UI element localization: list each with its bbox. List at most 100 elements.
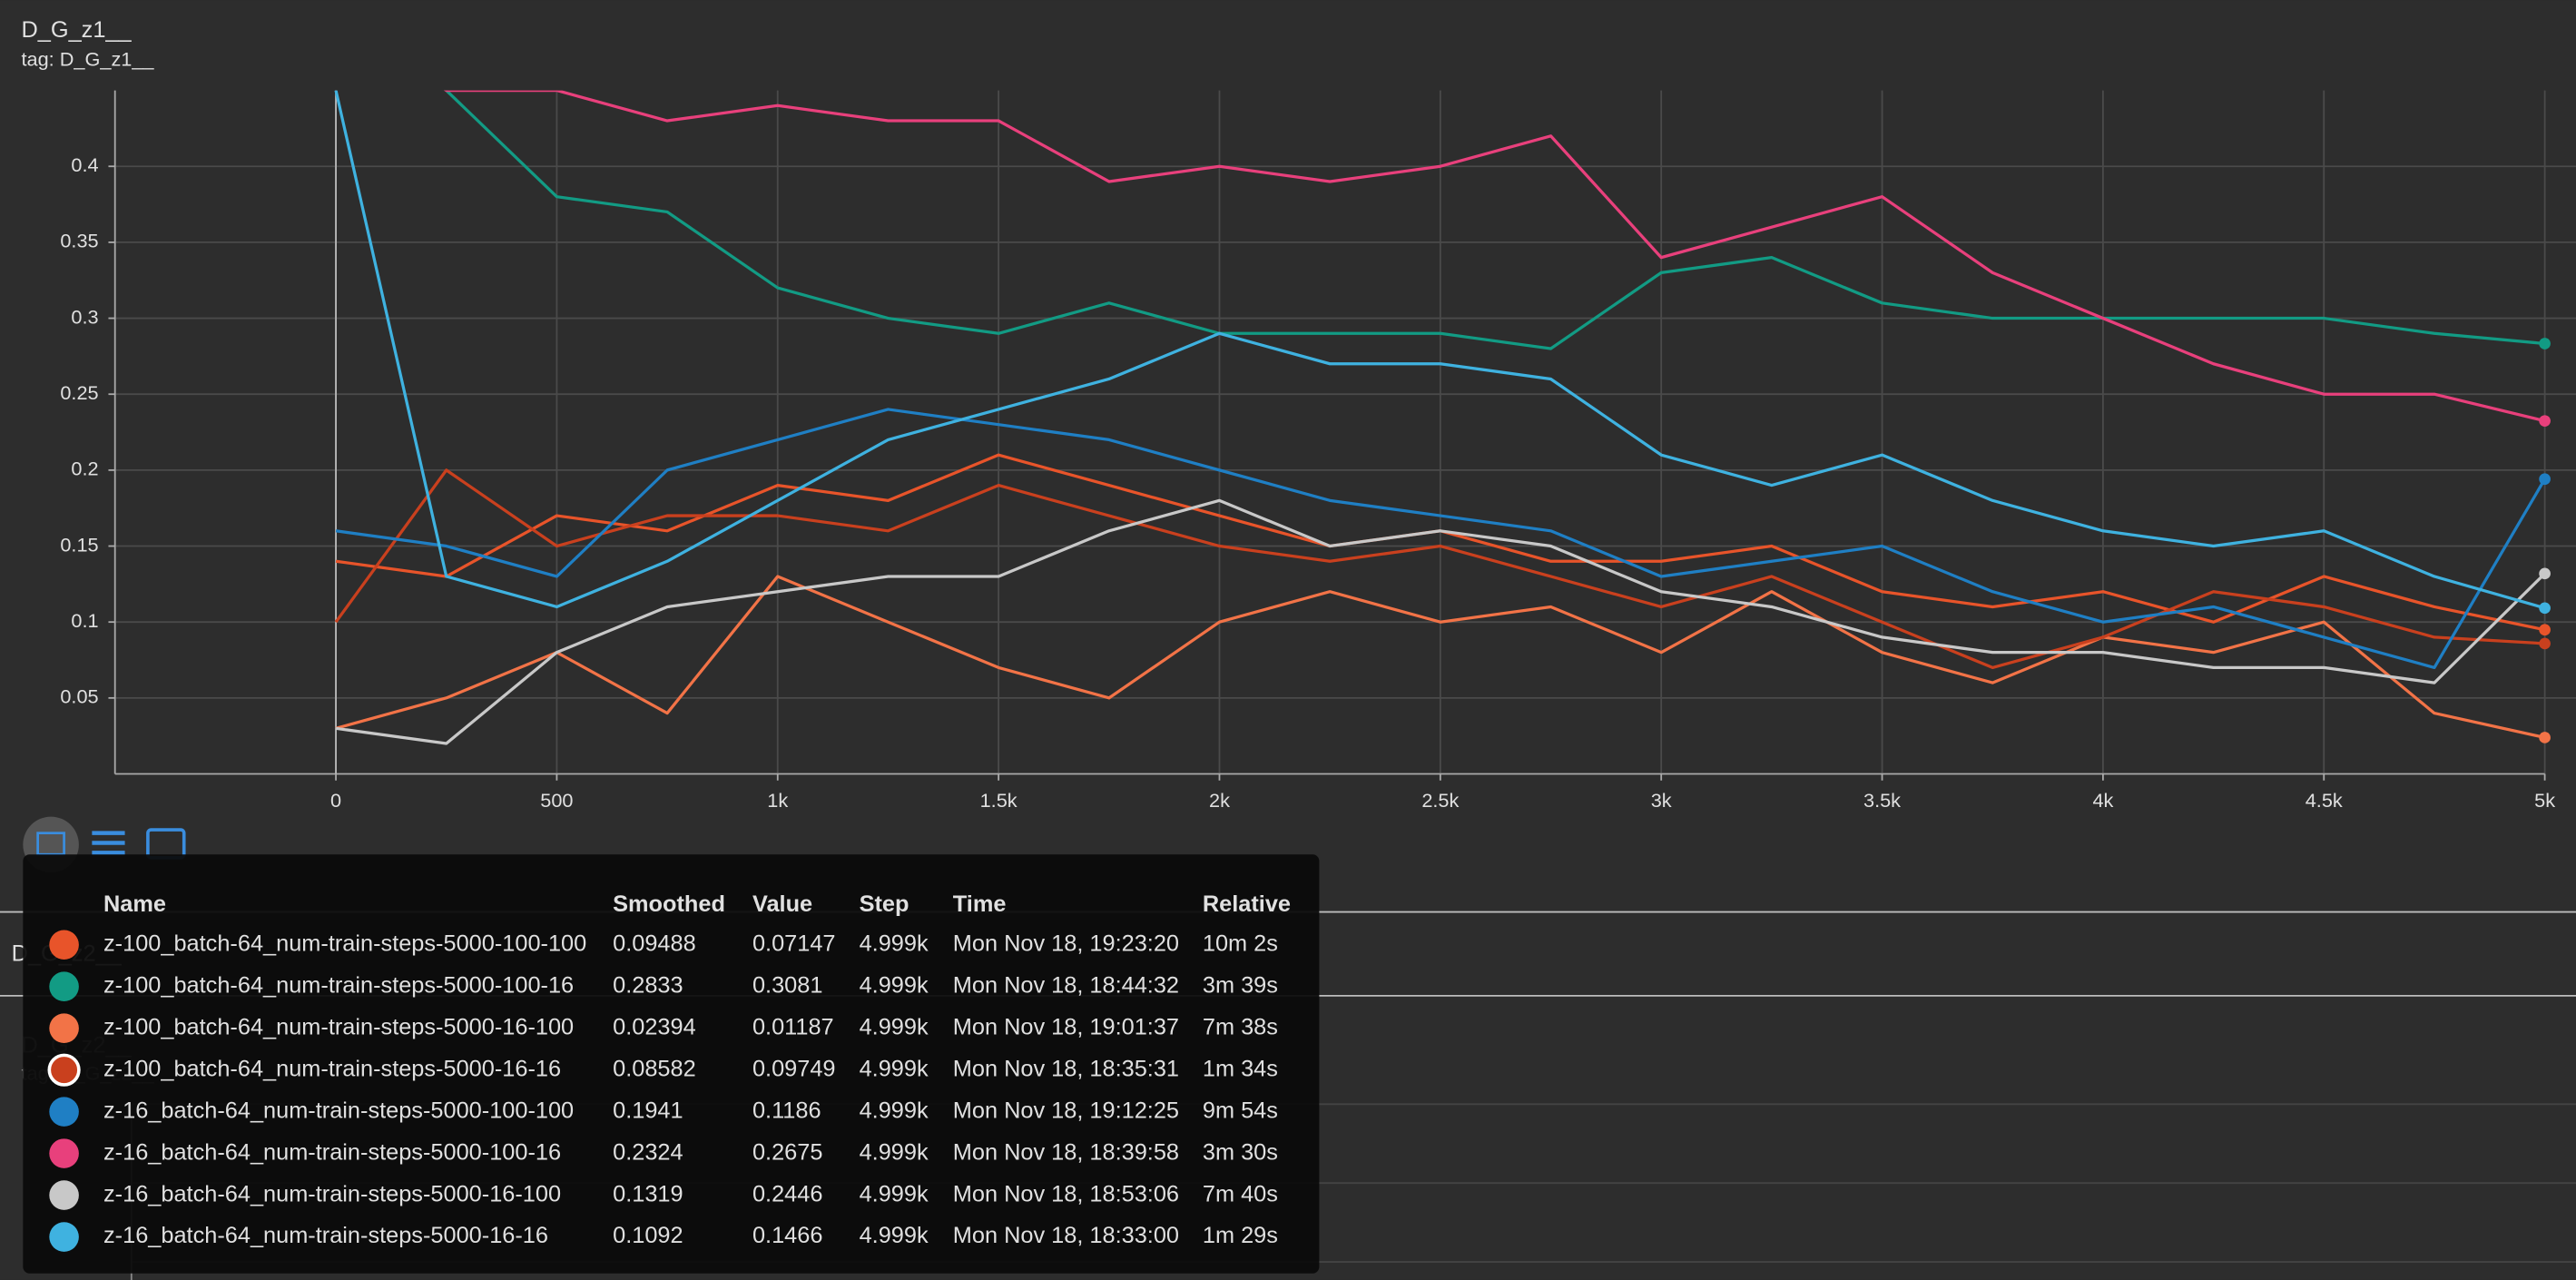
series-swatch: [49, 1138, 79, 1168]
end-dot: [2539, 602, 2551, 615]
plot: 0.05 0.1 0.15 0.2 0.25 0.3 0.35 0.4 0 500 1k 1.5k 2k…: [60, 90, 2576, 812]
card-title: D_G_z1__: [22, 17, 133, 43]
smoothed-value: 0.02394: [613, 1014, 696, 1039]
row-cell: 1m 29s: [1203, 1223, 1278, 1248]
series-swatch: [47, 1053, 81, 1087]
x-tick-label: 0: [330, 789, 341, 812]
x-tick-label: 1k: [767, 789, 788, 812]
card-tag: tag: D_G_z1__: [22, 48, 155, 71]
series-line: [335, 575, 2545, 740]
end-dot: [2539, 415, 2551, 427]
row-cell: 4.999k: [860, 1223, 929, 1248]
row-cell: Mon Nov 18, 18:53:06: [953, 1181, 1179, 1206]
y-tick-label: 0.05: [60, 685, 98, 708]
end-dot: [2539, 624, 2551, 636]
y-tick-label: 0.15: [60, 533, 98, 556]
row-cell: 4.999k: [860, 1098, 929, 1123]
smoothed-value: 0.1941: [613, 1098, 683, 1123]
series-line: [335, 408, 2547, 670]
x-tick-label: 5k: [2534, 789, 2555, 812]
series-name: z-16_batch-64_num-train-steps-5000-16-16: [103, 1223, 548, 1248]
tooltip-box: [23, 854, 1320, 1274]
row-cell: 0.1466: [752, 1223, 822, 1248]
row-cell: Mon Nov 18, 18:35:31: [953, 1056, 1179, 1081]
row-cell: 4.999k: [860, 1181, 929, 1206]
row-cell: 3m 30s: [1203, 1139, 1278, 1165]
row-cell: 9m 54s: [1203, 1098, 1278, 1123]
x-tick-label: 500: [540, 789, 573, 812]
row-cell: 0.2446: [752, 1181, 822, 1206]
row-cell: 10m 2s: [1203, 930, 1278, 956]
series-name: z-100_batch-64_num-train-steps-5000-16-1…: [103, 1056, 561, 1081]
row-cell: 0.3081: [752, 972, 822, 998]
smoothed-value: 0.08582: [613, 1056, 696, 1081]
row-cell: 4.999k: [860, 972, 929, 998]
row-cell: 4.999k: [860, 1056, 929, 1081]
smoothed-value: 0.1092: [613, 1223, 683, 1248]
series-name: z-100_batch-64_num-train-steps-5000-100-…: [103, 930, 586, 956]
smoothed-value: 0.09488: [613, 930, 696, 956]
x-tick-label: 1.5k: [980, 789, 1018, 812]
end-dot: [2539, 338, 2551, 350]
row-cell: 7m 40s: [1203, 1181, 1278, 1206]
series-name: z-100_batch-64_num-train-steps-5000-100-…: [103, 972, 574, 998]
list-button[interactable]: [92, 831, 125, 855]
row-cell: 0.07147: [752, 930, 836, 956]
row-cell: 4.999k: [860, 1139, 929, 1165]
x-tick-label: 2.5k: [1421, 789, 1459, 812]
end-dot: [2539, 637, 2551, 650]
series-line: [334, 90, 2546, 610]
row-cell: 0.2675: [752, 1139, 822, 1165]
series-name: z-16_batch-64_num-train-steps-5000-16-10…: [103, 1181, 561, 1206]
series-swatch: [49, 1097, 79, 1127]
row-cell: 3m 39s: [1203, 972, 1278, 998]
smoothed-value: 0.1319: [613, 1181, 683, 1206]
x-tick-label: 3k: [1651, 789, 1672, 812]
row-cell: Mon Nov 18, 19:23:20: [953, 930, 1179, 956]
series-swatch: [49, 1013, 79, 1043]
series-swatch: [49, 1222, 79, 1252]
series-line: [335, 498, 2546, 745]
series-line: [443, 90, 2545, 423]
series-name: z-16_batch-64_num-train-steps-5000-100-1…: [103, 1098, 574, 1123]
row-cell: 0.01187: [752, 1014, 834, 1039]
series-swatch: [49, 971, 79, 1002]
row-cell: 0.09749: [752, 1056, 836, 1081]
series-swatch: [49, 1180, 79, 1210]
column-header: Smoothed: [613, 891, 725, 917]
row-cell: Mon Nov 18, 18:44:32: [953, 972, 1179, 998]
row-cell: Mon Nov 18, 18:39:58: [953, 1139, 1179, 1165]
end-dot: [2539, 732, 2551, 743]
y-tick-label: 0.35: [60, 230, 98, 252]
series-line: [443, 90, 2545, 350]
column-header: Value: [752, 891, 812, 917]
column-header: Step: [860, 891, 909, 917]
column-header: Time: [953, 891, 1007, 917]
tooltip: Name Smoothed Value Step Time Relative z-100_b…: [23, 854, 1320, 1274]
row-cell: Mon Nov 18, 18:33:00: [953, 1223, 1179, 1248]
x-tick-label: 4k: [2092, 789, 2113, 812]
row-cell: 4.999k: [860, 930, 929, 956]
row-cell: 0.1186: [752, 1098, 821, 1123]
end-dot: [2539, 473, 2551, 486]
row-cell: Mon Nov 18, 19:12:25: [953, 1098, 1179, 1123]
series-name: z-16_batch-64_num-train-steps-5000-100-1…: [103, 1139, 561, 1165]
series-swatch: [49, 930, 79, 960]
row-cell: 7m 38s: [1203, 1014, 1278, 1039]
row-cell: 4.999k: [860, 1014, 929, 1039]
y-tick-label: 0.3: [71, 305, 98, 328]
x-tick-label: 3.5k: [1863, 789, 1901, 812]
row-cell: 1m 34s: [1203, 1056, 1278, 1081]
end-dot: [2539, 567, 2551, 580]
row-cell: Mon Nov 18, 19:01:37: [953, 1014, 1179, 1039]
y-tick-label: 0.25: [60, 381, 98, 404]
smoothed-value: 0.2833: [613, 972, 683, 998]
x-tick-label: 4.5k: [2306, 789, 2343, 812]
y-tick-label: 0.4: [71, 153, 98, 176]
column-header: Relative: [1203, 891, 1291, 917]
y-tick-label: 0.1: [71, 609, 98, 632]
lines: [334, 90, 2547, 745]
smoothed-value: 0.2324: [613, 1139, 683, 1165]
